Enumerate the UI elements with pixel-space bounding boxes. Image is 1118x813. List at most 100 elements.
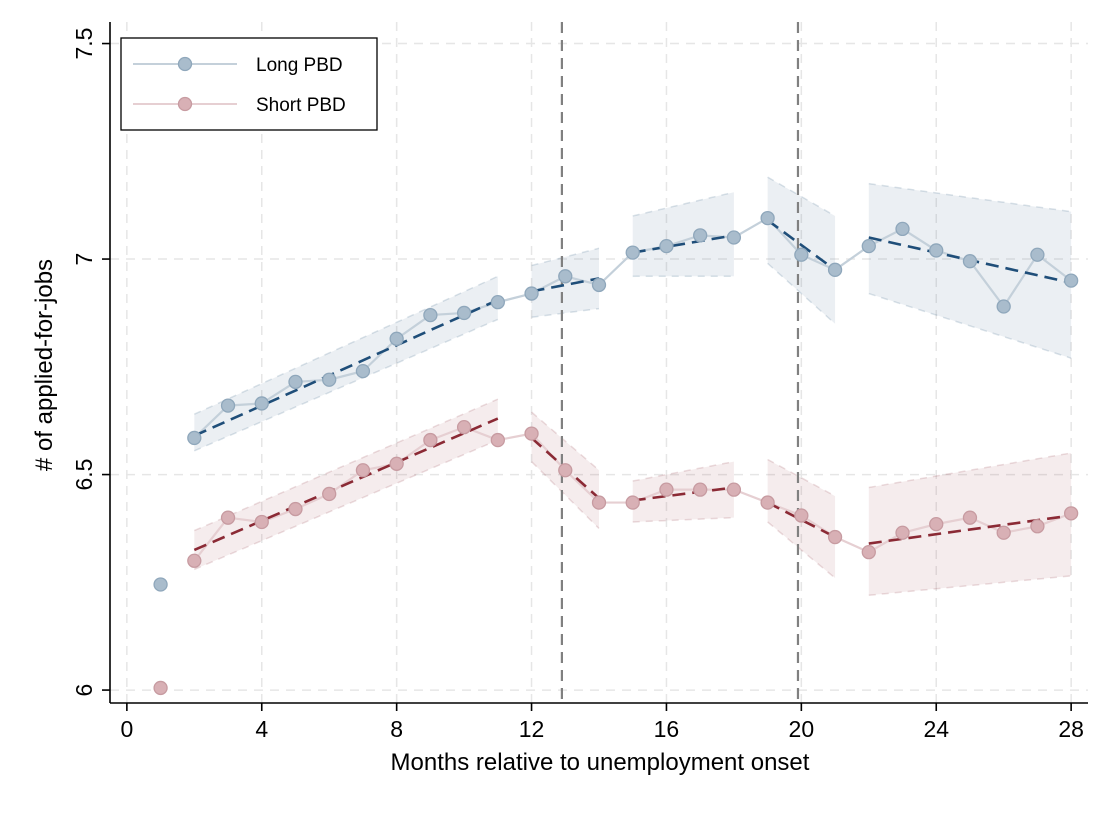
data-point-short-pbd (423, 432, 438, 448)
x-axis-title: Months relative to unemployment onset (391, 749, 810, 776)
data-point-short-pbd (558, 463, 573, 478)
confidence-band-lower-edge (632, 516, 734, 523)
data-point-long-pbd (996, 299, 1011, 314)
confidence-band-upper-edge (632, 191, 735, 217)
data-point-short-pbd (929, 516, 944, 532)
confidence-band (632, 192, 734, 277)
data-point-short-pbd (153, 680, 168, 696)
confidence-band-upper-edge (868, 452, 1072, 489)
data-point-long-pbd (625, 245, 640, 260)
data-point-short-pbd (456, 420, 472, 435)
data-point-long-pbd (591, 277, 607, 293)
confidence-band-lower-edge (194, 439, 499, 571)
x-tick-label: 0 (120, 716, 133, 742)
data-point-short-pbd (760, 495, 775, 510)
data-point-long-pbd (524, 286, 539, 301)
confidence-band-upper-edge (194, 398, 499, 532)
data-point-short-pbd (254, 514, 269, 530)
data-point-long-pbd (389, 331, 404, 346)
confidence-band-upper-edge (531, 247, 600, 267)
data-point-long-pbd (220, 398, 236, 413)
data-point-long-pbd (962, 254, 978, 269)
data-point-long-pbd (187, 430, 202, 446)
confidence-band-upper-edge (868, 182, 1072, 213)
fit-line-long-pbd (531, 277, 600, 293)
data-point-long-pbd (861, 238, 876, 254)
fit-line-long-pbd (193, 298, 499, 437)
fit-line-short-pbd (193, 417, 499, 552)
data-point-short-pbd (288, 501, 303, 517)
data-point-long-pbd (558, 269, 573, 284)
data-point-long-pbd (659, 238, 674, 254)
reference-line-layer (560, 22, 800, 703)
data-point-short-pbd (1030, 519, 1045, 534)
data-point-short-pbd (693, 482, 708, 497)
data-point-short-pbd (220, 510, 236, 525)
data-point-long-pbd (322, 372, 337, 387)
y-tick-label: 6.5 (71, 459, 97, 491)
legend-marker-short-pbd (177, 96, 193, 112)
data-point-long-pbd (929, 243, 944, 258)
data-point-short-pbd (322, 486, 337, 502)
fit-line-short-pbd (767, 501, 836, 539)
data-point-long-pbd (355, 363, 371, 379)
confidence-band-upper-edge (194, 275, 499, 415)
y-tick-label: 7 (71, 253, 97, 266)
confidence-band (632, 461, 734, 522)
confidence-band-upper-edge (632, 460, 735, 482)
confidence-band-lower-edge (868, 292, 1072, 359)
data-point-long-pbd (693, 228, 708, 243)
data-point-long-pbd (895, 221, 910, 237)
confidence-band (868, 183, 1072, 359)
x-tick-label: 28 (1058, 716, 1084, 742)
data-point-long-pbd (726, 230, 742, 245)
data-point-long-pbd (1063, 273, 1079, 288)
x-tick-label: 20 (789, 716, 815, 742)
data-point-long-pbd (254, 396, 269, 411)
data-point-long-pbd (794, 247, 809, 262)
legend: Long PBD Short PBD (120, 37, 378, 131)
confidence-band-lower-edge (194, 318, 499, 452)
data-point-long-pbd (490, 295, 505, 310)
fit-line-long-pbd (632, 234, 735, 254)
x-tick-label: 4 (255, 716, 268, 742)
data-point-long-pbd (827, 262, 843, 277)
x-tick-label: 16 (654, 716, 680, 742)
data-point-short-pbd (659, 482, 674, 497)
data-point-short-pbd (591, 495, 607, 510)
axes-layer (102, 22, 1088, 711)
data-point-long-pbd (288, 374, 303, 390)
data-point-short-pbd (996, 525, 1011, 540)
data-point-long-pbd (760, 210, 775, 226)
x-tick-label: 24 (923, 716, 949, 742)
x-tick-label: 8 (390, 716, 403, 742)
data-point-short-pbd (524, 426, 539, 441)
y-tick-label: 6 (71, 684, 97, 697)
marker-layer (153, 210, 1079, 696)
data-point-short-pbd (355, 463, 371, 478)
data-point-short-pbd (726, 482, 742, 497)
confidence-band-upper-edge (531, 411, 600, 471)
data-point-long-pbd (456, 305, 472, 321)
confidence-band-lower-edge (767, 521, 836, 579)
tick-label-layer: 0 4 8 12 16 20 24 28 6 6.5 7 7.5 (71, 28, 1084, 742)
x-tick-label: 12 (519, 716, 545, 742)
data-point-short-pbd (861, 544, 876, 560)
data-point-long-pbd (423, 307, 438, 323)
y-tick-label: 7.5 (71, 28, 97, 60)
data-point-short-pbd (794, 508, 809, 523)
data-point-short-pbd (187, 553, 202, 568)
fit-line-short-pbd (632, 486, 735, 502)
confidence-band-lower-edge (531, 307, 600, 318)
data-point-short-pbd (389, 456, 404, 471)
data-point-short-pbd (490, 432, 505, 448)
data-point-short-pbd (625, 495, 640, 510)
data-point-short-pbd (895, 525, 910, 540)
confidence-band-lower-edge (531, 461, 600, 529)
data-point-short-pbd (827, 529, 843, 545)
data-point-long-pbd (1030, 247, 1045, 262)
data-point-short-pbd (962, 510, 978, 525)
legend-label-long-pbd: Long PBD (256, 55, 343, 76)
